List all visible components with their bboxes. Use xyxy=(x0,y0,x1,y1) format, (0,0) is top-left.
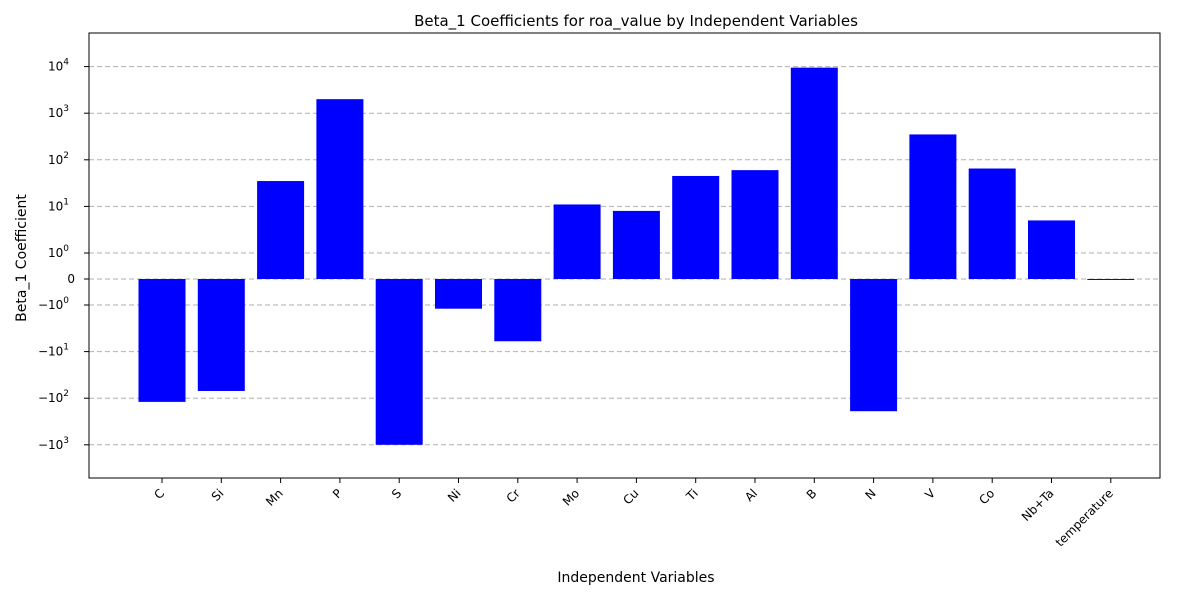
x-tick-label: Ti xyxy=(683,486,701,504)
x-tick-label: Nb+Ta xyxy=(1019,486,1057,524)
y-axis: −103 −102 −101 −100 0 100 101 102 103 104 xyxy=(38,58,89,452)
y-tick-label: 103 xyxy=(48,104,69,120)
x-tick-label: Ni xyxy=(445,486,464,505)
bar-al xyxy=(731,170,779,279)
y-tick-label: 102 xyxy=(48,151,69,167)
bar-s xyxy=(375,279,423,445)
bar-n xyxy=(850,279,898,412)
x-tick-label: P xyxy=(330,486,345,501)
y-tick-label: 100 xyxy=(48,244,69,260)
bar-v xyxy=(909,134,957,279)
bar-nb-ta xyxy=(1028,220,1075,279)
y-tick-label: 101 xyxy=(48,197,69,213)
x-tick-label: Si xyxy=(209,486,227,504)
bars xyxy=(138,67,1135,445)
bar-co xyxy=(968,168,1016,279)
x-tick-label: Mo xyxy=(560,486,582,508)
x-tick-label: B xyxy=(804,486,820,502)
bar-mo xyxy=(553,204,601,279)
x-tick-label: Co xyxy=(976,486,997,507)
x-tick-label: C xyxy=(151,486,167,502)
bar-b xyxy=(790,67,838,279)
y-tick-label: −101 xyxy=(38,343,69,359)
bar-p xyxy=(316,99,364,280)
chart-title: Beta_1 Coefficients for roa_value by Ind… xyxy=(414,12,858,31)
x-tick-label: Mn xyxy=(263,486,286,509)
x-tick-label: temperature xyxy=(1053,486,1116,549)
x-tick-label: N xyxy=(862,486,878,502)
y-tick-label: 0 xyxy=(67,272,75,286)
y-tick-label: −102 xyxy=(38,389,69,405)
bar-cr xyxy=(494,279,542,342)
plot-frame xyxy=(88,32,1161,479)
x-tick-label: S xyxy=(389,486,404,501)
x-tick-label: Al xyxy=(742,486,760,504)
x-tick-label: Cu xyxy=(620,486,641,507)
bar-temperature xyxy=(1087,279,1135,280)
bar-ti xyxy=(672,175,720,279)
x-tick-label: Cr xyxy=(504,486,523,505)
x-tick-label: V xyxy=(922,486,938,502)
y-tick-label: −103 xyxy=(38,436,69,452)
bar-mn xyxy=(257,181,305,279)
y-tick-label: −100 xyxy=(38,296,69,312)
y-tick-label: 104 xyxy=(48,58,69,74)
bar-si xyxy=(197,279,245,391)
bar-cu xyxy=(612,210,660,279)
x-axis-label: Independent Variables xyxy=(557,570,714,586)
y-axis-label: Beta_1 Coefficient xyxy=(14,194,30,322)
bar-ni xyxy=(435,279,482,309)
bar-c xyxy=(138,279,186,402)
